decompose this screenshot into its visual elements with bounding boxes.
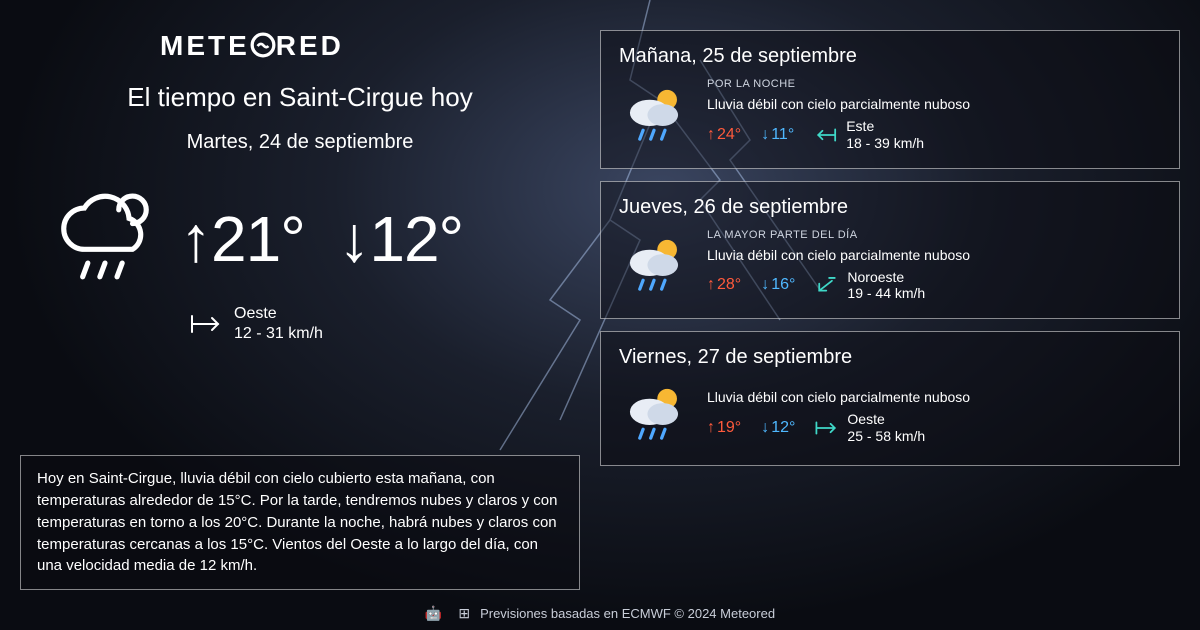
- wind-icon: [815, 418, 839, 438]
- weather-icon: [619, 230, 689, 300]
- forecast-condition: Lluvia débil con cielo parcialmente nubo…: [707, 96, 1161, 112]
- logo-mark-icon: [250, 32, 276, 58]
- today-hi: ↑21°: [180, 203, 305, 275]
- today-wind-range: 12 - 31 km/h: [234, 324, 323, 344]
- weather-icon-today: [50, 184, 160, 294]
- forecast-lo: 12°: [761, 419, 795, 437]
- forecast-hi: 19°: [707, 419, 741, 437]
- footer-text: Previsiones basadas en ECMWF © 2024 Mete…: [480, 606, 775, 621]
- forecast-title: Viernes, 27 de septiembre: [619, 346, 1161, 369]
- today-lo: ↓12°: [338, 203, 463, 275]
- page-title: El tiempo en Saint-Cirgue hoy: [20, 82, 580, 113]
- wind-icon: [190, 312, 224, 336]
- today-wind-dir: Oeste: [234, 304, 323, 324]
- forecast-condition: Lluvia débil con cielo parcialmente nubo…: [707, 389, 1161, 405]
- platform-icons: 🤖 ⊞: [425, 605, 470, 622]
- weather-icon: [619, 80, 689, 150]
- today-main: ↑21° ↓12°: [20, 184, 580, 294]
- today-wind: Oeste 12 - 31 km/h: [190, 304, 580, 344]
- forecast-wind-range: 19 - 44 km/h: [847, 285, 925, 302]
- forecast-hi: 28°: [707, 276, 741, 294]
- footer: 🤖 ⊞ Previsiones basadas en ECMWF © 2024 …: [0, 605, 1200, 622]
- forecast-lo: 16°: [761, 276, 795, 294]
- forecast-wind-dir: Este: [846, 118, 924, 135]
- today-description: Hoy en Saint-Cirgue, lluvia débil con ci…: [20, 455, 580, 590]
- forecast-period: POR LA NOCHE: [707, 78, 1161, 90]
- forecast-wind-dir: Noroeste: [847, 269, 925, 286]
- forecast-hi: 24°: [707, 126, 741, 144]
- forecast-condition: Lluvia débil con cielo parcialmente nubo…: [707, 247, 1161, 263]
- forecast-title: Mañana, 25 de septiembre: [619, 45, 1161, 68]
- forecast-title: Jueves, 26 de septiembre: [619, 196, 1161, 219]
- wind-icon: [814, 125, 838, 145]
- forecast-lo: 11°: [761, 126, 794, 144]
- forecast-wind-range: 25 - 58 km/h: [847, 428, 925, 445]
- forecast-wind-range: 18 - 39 km/h: [846, 135, 924, 152]
- brand-text-1: METE: [160, 30, 250, 61]
- windows-icon: ⊞: [458, 605, 470, 622]
- today-date: Martes, 24 de septiembre: [20, 131, 580, 154]
- android-icon: 🤖: [425, 605, 442, 622]
- forecast-card: Jueves, 26 de septiembre LA MAYOR PARTE …: [600, 181, 1180, 320]
- forecast-wind-dir: Oeste: [847, 411, 925, 428]
- forecast-card: Viernes, 27 de septiembre Lluvia débil c…: [600, 331, 1180, 466]
- forecast-list: Mañana, 25 de septiembre POR LA NOCHE Ll…: [600, 0, 1180, 630]
- wind-icon: [815, 275, 839, 295]
- brand-logo: METE RED: [160, 30, 580, 62]
- weather-icon: [619, 379, 689, 449]
- today-temps: ↑21° ↓12°: [180, 202, 463, 276]
- forecast-card: Mañana, 25 de septiembre POR LA NOCHE Ll…: [600, 30, 1180, 169]
- brand-text-2: RED: [276, 30, 344, 61]
- forecast-period: LA MAYOR PARTE DEL DÍA: [707, 229, 1161, 241]
